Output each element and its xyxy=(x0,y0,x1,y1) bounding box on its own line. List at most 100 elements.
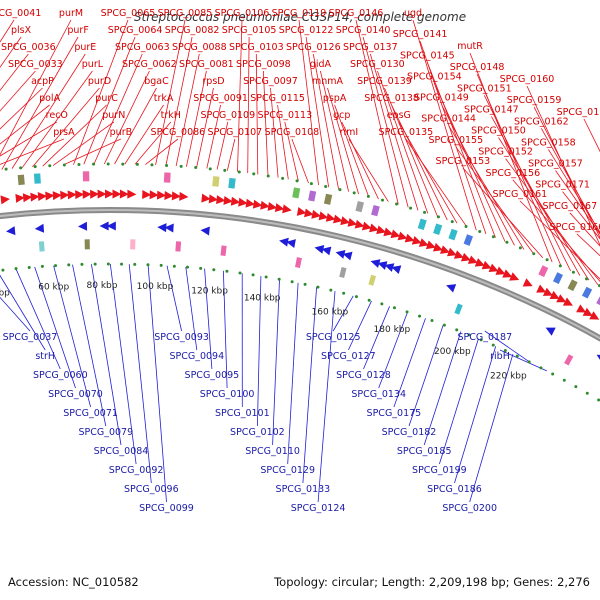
forward-gene-label: SPCG_0088 xyxy=(172,42,227,53)
scale-dot xyxy=(303,282,307,286)
forward-gene-arrow xyxy=(488,263,499,273)
forward-gene-arrow xyxy=(252,199,263,209)
forward-leader-line xyxy=(305,36,329,188)
forward-gene-label: SPCG_0103 xyxy=(229,42,284,53)
forward-leader-line xyxy=(512,179,600,283)
forward-gene-label: SPCG_0140 xyxy=(336,25,391,36)
cog-box-inner xyxy=(454,303,463,315)
reverse-gene-arrow xyxy=(77,221,88,231)
cog-box-inner xyxy=(368,274,377,286)
scale-dot-outer xyxy=(150,163,154,167)
scale-dot xyxy=(342,291,346,295)
accession-text: Accession: NC_010582 xyxy=(8,575,139,589)
cog-box xyxy=(448,228,458,241)
forward-gene-label: SPCG_0122 xyxy=(279,25,334,36)
scale-dot xyxy=(574,385,578,389)
forward-leader-line xyxy=(334,104,369,197)
reverse-gene-label: SPCG_0133 xyxy=(276,484,331,495)
scale-dot-outer xyxy=(223,168,227,172)
scale-dot-outer xyxy=(4,167,8,171)
forward-gene-arrow xyxy=(311,209,322,219)
forward-gene-label: recO xyxy=(46,110,68,121)
scale-dot xyxy=(133,262,137,266)
reverse-leader-line xyxy=(423,331,462,446)
forward-gene-arrow xyxy=(282,204,292,214)
forward-leader-line xyxy=(226,138,236,171)
reverse-leader-line xyxy=(393,318,426,408)
forward-leader-line xyxy=(114,87,157,165)
forward-leader-line xyxy=(576,233,600,257)
forward-leader-line xyxy=(341,121,379,200)
reverse-leader-line xyxy=(317,291,336,503)
forward-leader-line xyxy=(455,146,534,254)
scale-dot xyxy=(290,280,294,284)
forward-gene-arrow xyxy=(502,269,513,278)
scale-dot xyxy=(380,302,384,306)
forward-gene-label: SPCG_0107 xyxy=(208,127,263,138)
cog-box xyxy=(228,177,236,189)
forward-gene-label: SPCG_0106 xyxy=(215,8,270,19)
forward-leader-line xyxy=(175,53,200,167)
forward-leader-line xyxy=(11,53,86,169)
forward-gene-arrow xyxy=(156,190,167,200)
forward-gene-label: purB xyxy=(110,127,132,138)
forward-gene-arrow xyxy=(589,311,600,320)
forward-leader-line xyxy=(0,104,50,145)
forward-gene-label: SPCG_0145 xyxy=(400,50,455,61)
scale-dot-outer xyxy=(324,184,328,188)
scale-dot xyxy=(515,354,519,358)
forward-gene-arrow xyxy=(105,189,115,199)
forward-gene-label: SPCG_0135 xyxy=(379,127,434,138)
forward-gene-label: SPCG_0149 xyxy=(414,93,469,104)
scale-dot xyxy=(539,366,543,370)
forward-leader-line xyxy=(263,70,269,177)
reverse-leader-line xyxy=(378,311,408,389)
scale-dot xyxy=(67,263,71,267)
forward-gene-arrow xyxy=(397,231,408,241)
forward-leader-line xyxy=(555,170,600,235)
forward-gene-label: SPCG_0138 xyxy=(364,93,419,104)
forward-gene-label: bgaC xyxy=(144,76,169,87)
reverse-gene-arrow xyxy=(314,245,325,254)
forward-gene-label: gidA xyxy=(310,59,332,70)
scale-dot xyxy=(442,323,446,327)
forward-gene-label: mutR xyxy=(457,41,483,52)
forward-gene-arrow xyxy=(75,190,85,200)
scale-dot xyxy=(354,295,358,299)
scale-dot xyxy=(329,288,333,292)
scale-dot xyxy=(405,310,409,314)
reverse-leader-line xyxy=(0,274,46,351)
forward-gene-label: SPCG_0141 xyxy=(393,29,448,40)
forward-gene-label: SPCG_0109 xyxy=(200,110,255,121)
forward-gene-arrow xyxy=(333,214,343,224)
forward-leader-line xyxy=(255,53,259,175)
reverse-gene-arrow xyxy=(596,354,600,360)
forward-gene-label: SPCG_0161 xyxy=(493,189,548,200)
forward-gene-arrow xyxy=(267,201,278,211)
reverse-leader-line xyxy=(15,268,61,370)
forward-leader-line xyxy=(83,36,136,165)
forward-leader-line xyxy=(348,138,389,202)
forward-gene-label: gcp xyxy=(333,110,350,121)
forward-leader-line xyxy=(0,138,65,165)
reverse-leader-line xyxy=(272,279,280,446)
forward-gene-arrow xyxy=(325,213,336,222)
forward-gene-label: SPCG_0139 xyxy=(357,76,412,87)
forward-gene-arrow xyxy=(418,238,429,247)
forward-gene-arrow xyxy=(82,189,92,199)
scale-dot xyxy=(467,333,471,337)
forward-gene-label: ugd xyxy=(404,8,422,19)
scale-dot xyxy=(551,372,555,376)
scale-dot-outer xyxy=(19,166,23,170)
scale-dot-outer xyxy=(505,240,509,244)
forward-leader-line xyxy=(42,104,107,167)
forward-leader-line xyxy=(21,70,93,168)
scale-label: 140 kbp xyxy=(244,294,281,304)
forward-gene-label: SPCG_0152 xyxy=(478,147,533,158)
scale-dot xyxy=(264,275,268,279)
reverse-gene-label: SPCG_0084 xyxy=(94,446,149,457)
scale-dot xyxy=(238,271,242,275)
forward-gene-label: SPCG_0036 xyxy=(1,42,56,53)
forward-leader-line xyxy=(426,62,496,238)
forward-leader-line xyxy=(165,36,193,166)
